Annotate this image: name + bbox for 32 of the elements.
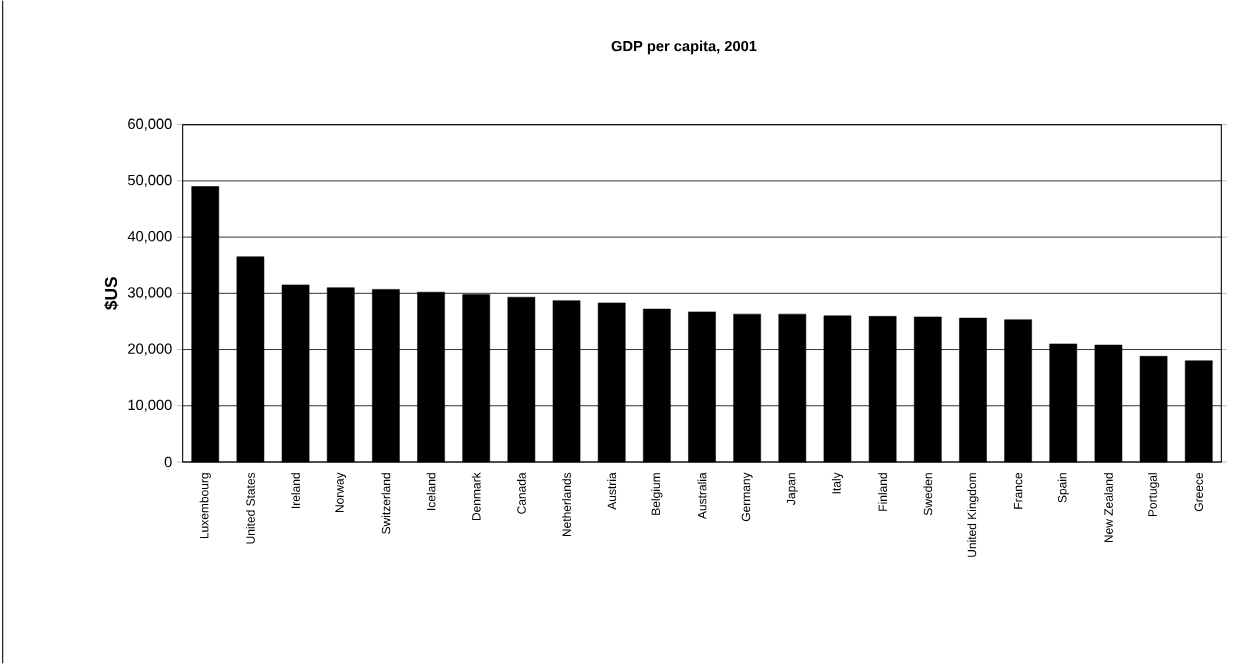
y-tick-label: 40,000	[127, 231, 172, 244]
y-axis-title: $US	[104, 277, 119, 310]
y-tick-label: 0	[164, 456, 172, 468]
y-tick-label: 30,000	[127, 287, 172, 300]
chart-title: GDP per capita, 2001	[611, 40, 757, 55]
y-tick-label: 60,000	[128, 118, 172, 131]
x-tick-label: Belgium	[651, 473, 663, 515]
x-tick-label: Netherlands	[562, 472, 571, 537]
x-tick-label: Iceland	[426, 473, 436, 510]
x-tick-label: New Zealand	[1104, 473, 1113, 543]
x-tick-label: Switzerland	[381, 473, 391, 534]
x-tick-label: Spain	[1057, 473, 1069, 503]
x-tick-label: Germany	[741, 472, 753, 522]
x-tick-label: Denmark	[471, 472, 481, 521]
x-tick-label: Austria	[607, 472, 617, 510]
x-tick-label: Ireland	[291, 473, 300, 508]
y-tick-label: 20,000	[128, 343, 172, 356]
x-tick-label: Italy	[831, 472, 844, 494]
y-tick-label: 50,000	[128, 174, 172, 187]
y-tick-label: 10,000	[128, 399, 172, 412]
x-tick-label: Norway	[335, 472, 347, 513]
x-tick-label: Australia	[697, 472, 707, 520]
x-tick-label: Canada	[516, 472, 526, 514]
x-tick-label: Sweden	[923, 473, 933, 516]
x-tick-label: Portugal	[1148, 473, 1160, 517]
x-tick-label: Finland	[878, 473, 888, 511]
x-tick-label: France	[1013, 472, 1023, 509]
x-tick-label: Luxembourg	[199, 473, 211, 539]
x-tick-label: United States	[246, 472, 255, 544]
x-tick-label: Japan	[786, 473, 798, 505]
x-tick-label: United Kingdom	[967, 473, 979, 557]
x-tick-label: Greece	[1194, 472, 1204, 512]
